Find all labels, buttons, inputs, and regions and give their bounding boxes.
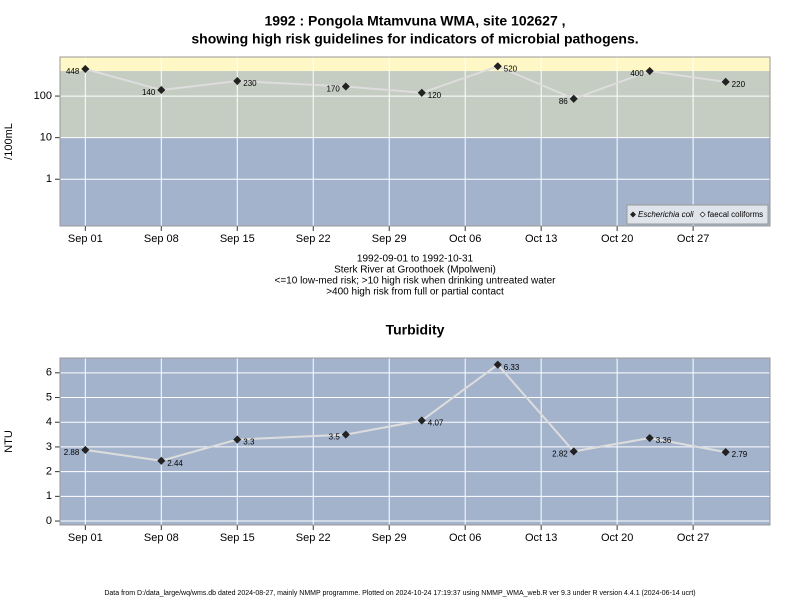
caption: >400 high risk from full or partial cont… (326, 287, 504, 298)
caption: 1992-09-01 to 1992-10-31 (357, 254, 474, 265)
x-tick-label: Oct 27 (677, 233, 709, 245)
legend-marker (630, 211, 636, 218)
x-tick-label: Sep 22 (296, 532, 331, 544)
data-point (645, 433, 654, 443)
risk-band (60, 71, 770, 138)
risk-band (60, 358, 770, 525)
legend-box (626, 204, 769, 225)
y-tick-label: 2 (46, 466, 52, 478)
legend-label: Escherichia coli (638, 210, 694, 219)
y-tick-label: 10 (40, 132, 52, 144)
chart-title: showing high risk guidelines for indicat… (191, 31, 638, 47)
risk-band (60, 57, 770, 72)
chart-title: Turbidity (386, 322, 445, 338)
x-tick-label: Sep 08 (144, 532, 179, 544)
y-tick-label: 3 (46, 441, 52, 453)
data-point (341, 82, 350, 91)
caption: Sterk River at Groothoek (Mpolweni) (334, 265, 496, 276)
data-label: 86 (559, 97, 568, 106)
data-label: 448 (66, 67, 80, 76)
data-label: 2.82 (552, 449, 568, 458)
data-point (493, 62, 502, 71)
y-axis-label: NTU (3, 430, 15, 453)
x-tick-label: Sep 08 (144, 233, 179, 245)
y-tick-label: 4 (46, 416, 52, 428)
data-point (233, 435, 242, 444)
data-label: 4.07 (428, 419, 444, 428)
y-tick-label: 1 (46, 173, 52, 185)
data-point (569, 94, 578, 103)
data-label: 230 (243, 79, 257, 88)
x-tick-label: Oct 13 (525, 532, 557, 544)
plot-frame (59, 56, 771, 227)
data-point (721, 77, 730, 86)
y-tick-label: 1 (46, 490, 52, 502)
y-tick-label: 0 (46, 515, 52, 527)
data-point (645, 66, 654, 76)
data-label: 2.79 (732, 450, 748, 459)
caption: <=10 low-med risk; >10 high risk when dr… (275, 276, 557, 287)
y-tick-label: 5 (46, 391, 52, 403)
data-label: 3.3 (243, 438, 255, 447)
x-tick-label: Oct 27 (677, 532, 709, 544)
data-point (417, 88, 426, 97)
data-point (341, 430, 350, 439)
data-point (81, 445, 90, 454)
x-tick-label: Sep 29 (372, 532, 407, 544)
chart-title: 1992 : Pongola Mtamvuna WMA, site 102627… (264, 13, 565, 29)
data-label: 120 (428, 91, 442, 100)
data-point (721, 448, 730, 457)
data-label: 140 (142, 88, 156, 97)
data-label: 2.44 (167, 459, 183, 468)
x-tick-label: Sep 01 (68, 532, 103, 544)
data-label: 220 (732, 80, 746, 89)
data-point (233, 76, 242, 86)
plot-frame (59, 357, 771, 526)
data-label: 520 (504, 64, 518, 73)
x-tick-label: Sep 29 (372, 233, 407, 245)
x-tick-label: Oct 20 (601, 233, 633, 245)
y-tick-label: 100 (34, 90, 52, 102)
data-point (157, 85, 166, 95)
x-tick-label: Sep 15 (220, 233, 255, 245)
x-tick-label: Oct 06 (449, 532, 481, 544)
y-tick-label: 6 (46, 367, 52, 379)
data-point (157, 456, 166, 465)
y-axis-label: /100mL (3, 123, 15, 160)
x-tick-label: Oct 06 (449, 233, 481, 245)
data-label: 170 (326, 85, 340, 94)
x-tick-label: Sep 22 (296, 233, 331, 245)
data-point (81, 64, 90, 74)
x-tick-label: Sep 15 (220, 532, 255, 544)
legend-marker (699, 211, 706, 218)
footnote: Data from D:/data_large/wq/wms.db dated … (104, 590, 695, 597)
x-tick-label: Sep 01 (68, 233, 103, 245)
data-label: 2.88 (64, 448, 80, 457)
data-label: 3.36 (656, 436, 672, 445)
legend-label: faecal coliforms (708, 210, 764, 219)
x-tick-label: Oct 13 (525, 233, 557, 245)
data-label: 3.5 (329, 433, 341, 442)
data-label: 400 (630, 69, 644, 78)
data-point (493, 360, 502, 369)
x-tick-label: Oct 20 (601, 532, 633, 544)
legend: Escherichia coli faecal coliforms (626, 204, 769, 225)
data-point (417, 416, 426, 425)
data-point (569, 447, 578, 456)
data-label: 6.33 (504, 363, 520, 372)
